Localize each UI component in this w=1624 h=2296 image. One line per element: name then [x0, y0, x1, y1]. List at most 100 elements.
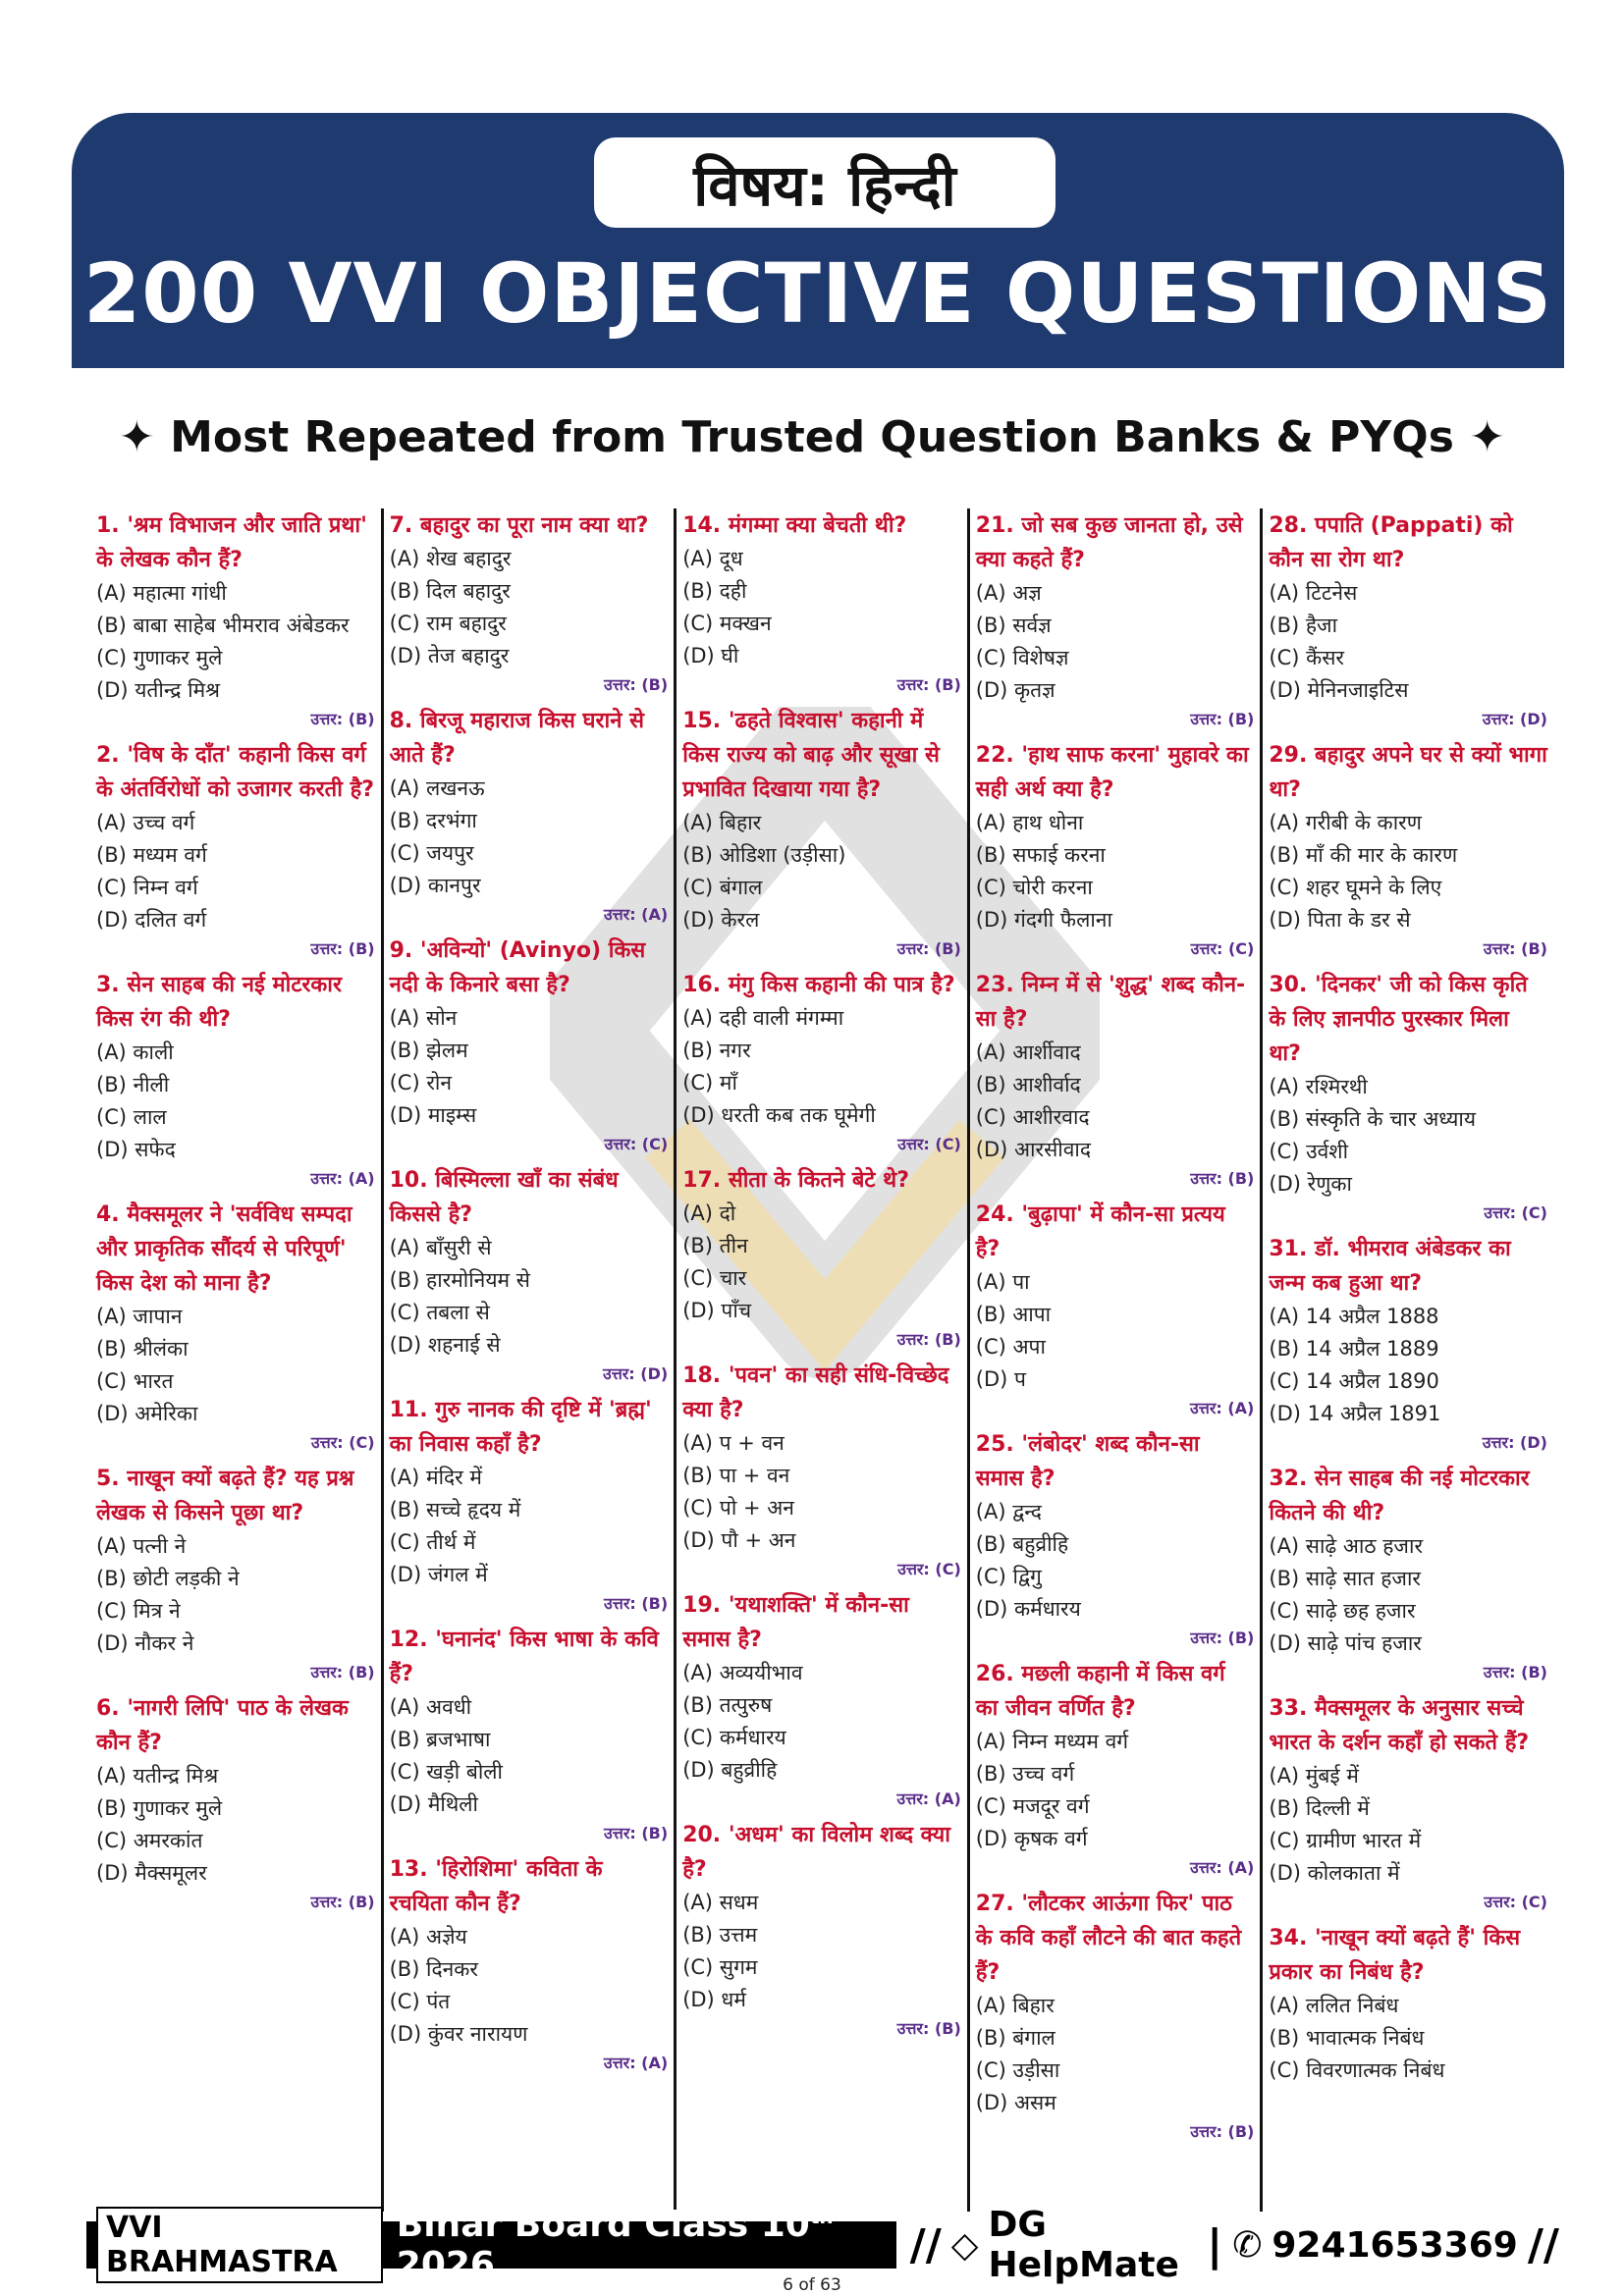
diamond-logo-icon: ◇	[950, 2224, 979, 2266]
option: (B) नीली	[96, 1073, 170, 1096]
option: (D) कर्मधारय	[975, 1597, 1081, 1621]
answer-label: उत्तर: (A)	[603, 905, 669, 924]
option: (C) चार	[682, 1266, 747, 1290]
question-column: 14. मंगम्मा क्या बेचती थी? (A) दूध (B) दही…	[677, 508, 970, 2212]
question-item: 19. 'यथाशक्ति' में कौन-सा समास है? (A) अव…	[682, 1588, 961, 1812]
option: (A) यतीन्द्र मिश्र	[96, 1764, 219, 1788]
answer-label: उत्तर: (A)	[1190, 1399, 1255, 1417]
brand-label: VVI BRAHMASTRA	[96, 2207, 383, 2283]
option: (C) तीर्थ में	[389, 1530, 476, 1554]
question-item: 18. 'पवन' का सही संधि-विच्छेद क्या है? (A…	[682, 1359, 961, 1582]
question-item: 22. 'हाथ साफ करना' मुहावरे का सही अर्थ क…	[976, 738, 1255, 962]
option: (C) चोरी करना	[975, 876, 1093, 899]
option: (C) माँ	[682, 1071, 737, 1095]
answer-label: उत्तर: (A)	[1190, 1858, 1255, 1877]
option: (C) 14 अप्रैल 1890	[1269, 1369, 1439, 1393]
option: (A) महात्मा गांधी	[96, 581, 227, 605]
option: (D) घी	[682, 644, 739, 667]
question-column: 1. 'श्रम विभाजन और जाति प्रथा' के लेखक क…	[90, 508, 384, 2212]
answer-label: उत्तर: (B)	[604, 1824, 669, 1842]
question-item: 2. 'विष के दाँत' कहानी किस वर्ग के अंतर्…	[96, 738, 375, 962]
page-title: 200 VVI OBJECTIVE QUESTIONS	[82, 245, 1553, 342]
option: (A) मुंबई में	[1269, 1764, 1359, 1788]
question-item: 11. गुरु नानक की दृष्टि में 'ब्रह्म' का …	[390, 1393, 669, 1617]
option: (D) प	[975, 1367, 1026, 1391]
option: (C) अमरकांत	[96, 1829, 203, 1852]
question-text: 7. बहादुर का पूरा नाम क्या था?	[389, 513, 649, 538]
option: (B) दिनकर	[389, 1957, 479, 1981]
option: (B) सर्वज्ञ	[975, 614, 1052, 637]
answer-label: उत्तर: (B)	[310, 710, 375, 728]
question-text: 8. बिरजू महाराज किस घराने से आते हैं?	[389, 709, 644, 768]
option: (A) प + वन	[682, 1431, 785, 1455]
divider-bar: |	[1207, 2219, 1223, 2270]
question-item: 4. मैक्समूलर ने 'सर्वविध सम्पदा और प्राक…	[96, 1198, 375, 1456]
answer-label: उत्तर: (B)	[604, 675, 669, 694]
option: (D) कानपुर	[389, 874, 481, 897]
option: (D) पाँच	[682, 1299, 752, 1322]
question-text: 33. मैक्समूलर के अनुसार सच्चे भारत के दर…	[1269, 1696, 1530, 1755]
question-text: 21. जो सब कुछ जानता हो, उसे क्या कहते है…	[975, 513, 1243, 572]
answer-label: उत्तर: (B)	[310, 939, 375, 958]
question-item: 30. 'दिनकर' जी को किस कृति के लिए ज्ञानप…	[1269, 968, 1547, 1226]
option: (B) दही	[682, 579, 747, 603]
option: (D) अमेरिका	[96, 1402, 198, 1425]
option: (B) झेलम	[389, 1039, 468, 1062]
option: (C) उड़ीसा	[975, 2058, 1060, 2082]
question-text: 11. गुरु नानक की दृष्टि में 'ब्रह्म' का …	[389, 1398, 652, 1457]
helpmate-label: DG HelpMate	[988, 2205, 1179, 2285]
option: (D) पौ + अन	[682, 1528, 796, 1552]
option: (B) बहुव्रीहि	[975, 1532, 1069, 1556]
option: (A) गरीबी के कारण	[1269, 811, 1422, 834]
question-text: 6. 'नागरी लिपि' पाठ के लेखक कौन हैं?	[96, 1696, 349, 1755]
option: (A) शेख बहादुर	[389, 547, 512, 570]
question-text: 20. 'अधम' का विलोम शब्द क्या है?	[682, 1823, 950, 1882]
option: (A) सधम	[682, 1891, 759, 1914]
option: (D) बहुव्रीहि	[682, 1758, 778, 1782]
option: (C) तबला से	[389, 1301, 490, 1324]
question-item: 20. 'अधम' का विलोम शब्द क्या है? (A) सधम (…	[682, 1818, 961, 2042]
question-item: 9. 'अविन्यो' (Avinyo) किस नदी के किनारे …	[390, 934, 669, 1157]
option: (B) बाबा साहेब भीमराव अंबेडकर	[96, 614, 350, 637]
option: (D) मेनिनजाइटिस	[1269, 678, 1409, 702]
option: (D) पिता के डर से	[1269, 908, 1411, 932]
option: (C) मित्र ने	[96, 1599, 181, 1623]
question-item: 26. मछली कहानी में किस वर्ग का जीवन वर्ण…	[976, 1657, 1255, 1881]
question-item: 28. पपाति (Pappati) को कौन सा रोग था? (A)…	[1269, 508, 1547, 732]
option: (A) जापान	[96, 1305, 183, 1328]
question-text: 34. 'नाखून क्यों बढ़ते हैं' किस प्रकार क…	[1269, 1926, 1521, 1985]
question-text: 19. 'यथाशक्ति' में कौन-सा समास है?	[682, 1593, 909, 1652]
option: (D) केरल	[682, 908, 760, 932]
option: (D) साढ़े पांच हजार	[1269, 1631, 1422, 1655]
option: (A) दो	[682, 1201, 736, 1225]
question-text: 26. मछली कहानी में किस वर्ग का जीवन वर्ण…	[975, 1662, 1225, 1721]
answer-label: उत्तर: (B)	[896, 2019, 961, 2038]
question-item: 5. नाखून क्यों बढ़ते हैं? यह प्रश्न लेखक…	[96, 1462, 375, 1685]
option: (C) गुणाकर मुले	[96, 646, 223, 669]
option: (D) गंदगी फैलाना	[975, 908, 1112, 932]
option: (A) बिहार	[975, 1994, 1055, 2017]
answer-label: उत्तर: (D)	[1482, 710, 1547, 728]
option: (B) पा + वन	[682, 1464, 790, 1487]
option: (A) लखनऊ	[389, 776, 485, 800]
option: (B) श्रीलंका	[96, 1337, 189, 1361]
divider-slash: //	[909, 2219, 942, 2270]
question-text: 27. 'लौटकर आऊंगा फिर' पाठ के कवि कहाँ लौ…	[975, 1892, 1242, 1985]
answer-label: उत्तर: (C)	[1190, 939, 1255, 958]
question-column: 7. बहादुर का पूरा नाम क्या था? (A) शेख बह…	[384, 508, 677, 2212]
option: (A) मंदिर में	[389, 1466, 482, 1489]
option: (D) असम	[975, 2091, 1056, 2114]
answer-label: उत्तर: (D)	[1482, 1433, 1547, 1452]
question-text: 29. बहादुर अपने घर से क्यों भागा था?	[1269, 743, 1547, 802]
option: (D) दलित वर्ग	[96, 908, 207, 932]
option: (A) उच्च वर्ग	[96, 811, 195, 834]
question-item: 8. बिरजू महाराज किस घराने से आते हैं? (A)…	[390, 704, 669, 928]
option: (C) जयपुर	[389, 841, 474, 865]
option: (C) ग्रामीण भारत में	[1269, 1829, 1422, 1852]
question-text: 3. सेन साहब की नई मोटरकार किस रंग की थी?	[96, 973, 342, 1032]
option: (D) मैक्समूलर	[96, 1861, 207, 1885]
phone-icon: ✆	[1232, 2224, 1263, 2266]
option: (D) कृतज्ञ	[975, 678, 1056, 702]
phone-number: 9241653369	[1272, 2224, 1518, 2266]
question-text: 28. पपाति (Pappati) को कौन सा रोग था?	[1269, 513, 1513, 572]
